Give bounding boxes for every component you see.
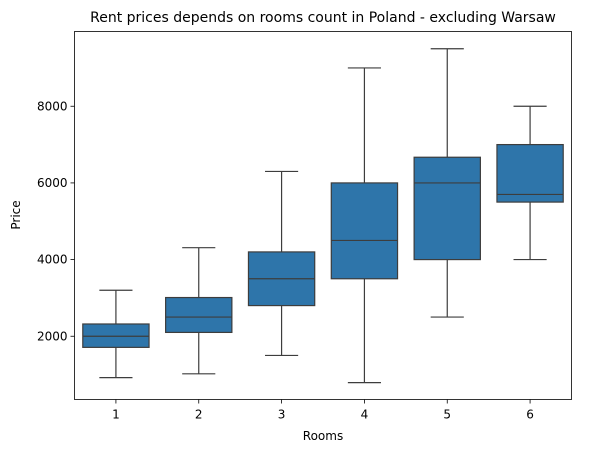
box-group-5	[413, 48, 481, 318]
iqr-box	[413, 156, 481, 261]
y-tick-label: 4000	[37, 253, 68, 267]
x-tick-label: 2	[195, 408, 203, 422]
iqr-box	[496, 143, 564, 203]
x-tick-label: 4	[361, 408, 369, 422]
iqr-box	[330, 182, 399, 280]
box-group-6	[496, 105, 564, 261]
y-tick-label: 6000	[37, 176, 68, 190]
axes: 1 2 3 4 5 6 2000 4000 6000 8000	[37, 99, 534, 421]
x-tick-label: 1	[112, 408, 120, 422]
box-group-3	[247, 170, 316, 357]
y-tick-label: 8000	[37, 99, 68, 113]
x-tick-label: 3	[278, 408, 286, 422]
box-group-2	[165, 247, 233, 375]
plot-frame	[74, 31, 572, 400]
x-tick-label: 5	[443, 408, 451, 422]
y-axis-label: Price	[9, 200, 23, 229]
x-tick-label: 6	[526, 408, 534, 422]
box-group-4	[330, 67, 399, 384]
x-axis-label: Rooms	[303, 429, 343, 443]
y-tick-label: 2000	[37, 329, 68, 343]
iqr-box	[165, 296, 233, 334]
chart-title: Rent prices depends on rooms count in Po…	[90, 10, 556, 26]
box-group-1	[82, 289, 150, 379]
plot-area	[82, 48, 564, 384]
